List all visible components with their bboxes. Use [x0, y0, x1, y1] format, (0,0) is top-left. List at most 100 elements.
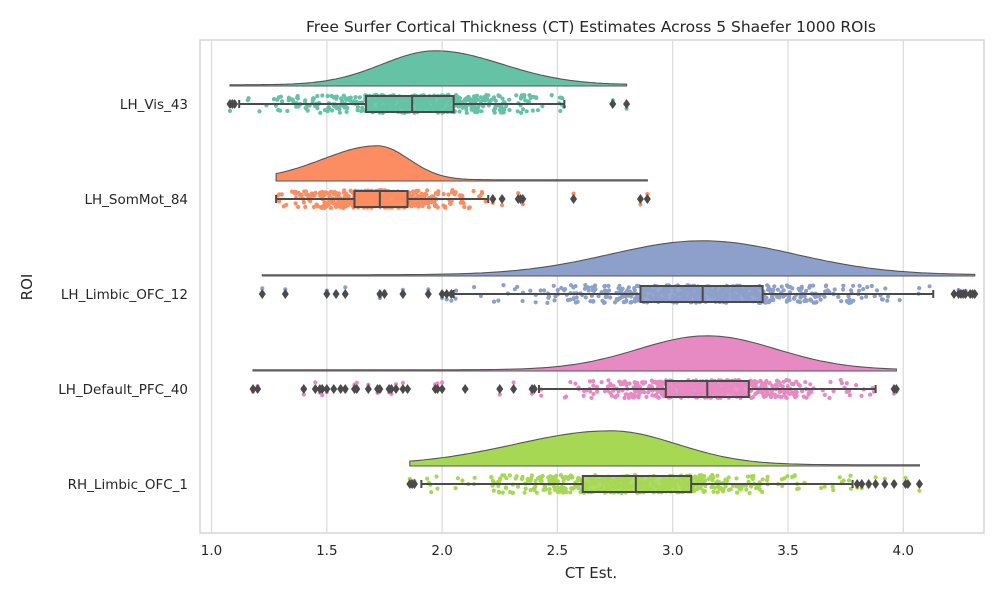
outlier-marker: [434, 384, 442, 394]
data-point: [338, 96, 344, 101]
data-point: [408, 194, 413, 199]
data-point: [784, 299, 789, 304]
data-point: [468, 99, 473, 104]
data-point: [629, 300, 634, 305]
data-point: [555, 489, 561, 495]
data-point: [697, 473, 702, 478]
data-point: [746, 479, 751, 484]
data-point: [587, 379, 593, 384]
data-point: [782, 390, 787, 395]
data-point: [478, 193, 483, 198]
data-point: [355, 108, 360, 113]
data-point: [552, 476, 557, 481]
outlier-marker: [461, 384, 469, 394]
y-axis-label: ROI: [18, 274, 36, 301]
data-point: [320, 93, 325, 98]
data-point: [601, 300, 607, 305]
density-cloud: [261, 240, 976, 277]
outlier-marker: [858, 479, 866, 489]
data-point: [454, 288, 459, 293]
data-point: [830, 484, 835, 489]
data-point: [496, 93, 501, 98]
data-point: [656, 395, 661, 400]
data-point: [735, 490, 740, 495]
data-point: [528, 488, 533, 493]
data-point: [326, 105, 331, 110]
data-point: [507, 473, 512, 478]
outlier-marker: [971, 289, 979, 299]
outlier-marker: [392, 384, 400, 394]
data-point: [873, 475, 878, 480]
data-point: [716, 484, 721, 489]
data-point: [868, 392, 873, 397]
data-point: [511, 380, 516, 385]
data-point: [277, 192, 282, 197]
data-point: [586, 285, 591, 290]
data-point: [848, 288, 854, 293]
data-point: [462, 204, 467, 210]
data-point: [827, 395, 832, 401]
data-point: [507, 97, 512, 102]
data-point: [802, 294, 807, 299]
data-point: [765, 474, 770, 479]
data-point: [650, 393, 655, 398]
data-point: [822, 484, 827, 489]
data-point: [710, 478, 715, 483]
data-point: [623, 299, 628, 304]
data-point: [454, 92, 459, 98]
data-point: [846, 389, 851, 394]
data-point: [568, 473, 574, 478]
data-point: [435, 486, 440, 491]
data-point: [825, 288, 830, 293]
data-point: [502, 106, 507, 111]
data-point: [334, 204, 339, 209]
density-cloud: [229, 50, 628, 87]
data-point: [413, 201, 418, 206]
data-point: [321, 190, 326, 195]
outlier-marker: [311, 384, 319, 394]
data-point: [501, 283, 506, 288]
data-point: [864, 294, 869, 299]
data-point: [441, 192, 446, 197]
data-point: [277, 199, 282, 204]
data-point: [647, 383, 652, 389]
data-point: [744, 487, 749, 492]
data-point: [478, 99, 484, 104]
y-category-label: RH_Limbic_OFC_1: [68, 477, 188, 493]
data-point: [464, 110, 469, 115]
outlier-marker: [376, 289, 384, 299]
data-point: [315, 93, 320, 99]
data-point: [515, 484, 521, 489]
data-point: [227, 108, 233, 114]
data-point: [753, 391, 758, 397]
data-point: [359, 109, 364, 114]
data-point: [424, 192, 429, 197]
outlier-marker: [323, 289, 331, 299]
data-point: [620, 381, 625, 386]
x-tick-labels: 1.0 1.5 2.0 2.5 3.0 3.5 4.0: [201, 543, 914, 559]
data-point: [804, 395, 809, 400]
data-point: [764, 478, 770, 483]
data-point: [885, 294, 891, 299]
data-point: [305, 108, 310, 113]
data-point: [777, 380, 782, 385]
data-point: [593, 287, 598, 292]
data-point: [847, 393, 853, 398]
data-point: [588, 389, 593, 394]
y-category-labels: LH_Vis_43 LH_SomMot_84 LH_Limbic_OFC_12 LH_…: [58, 97, 188, 493]
data-point: [528, 478, 533, 483]
data-point: [659, 381, 664, 386]
data-point: [293, 191, 298, 196]
outlier-marker: [399, 289, 407, 299]
data-point: [609, 393, 614, 398]
data-point: [492, 110, 497, 115]
outlier-marker: [496, 384, 504, 394]
data-point: [824, 283, 829, 288]
outlier-marker: [865, 479, 873, 489]
data-point: [446, 192, 451, 197]
outlier-marker: [489, 194, 497, 204]
data-point: [583, 283, 588, 288]
y-category-label: LH_Default_PFC_40: [58, 382, 188, 398]
data-point: [794, 379, 799, 384]
